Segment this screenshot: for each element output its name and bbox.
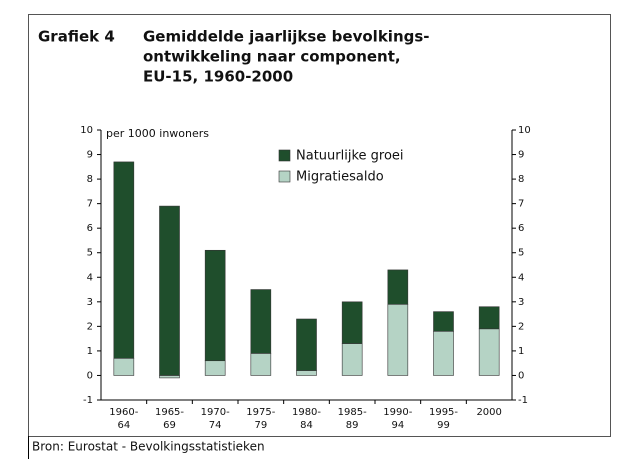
y-tick-label: 2 [87,321,93,332]
y-tick-label: 0 [87,370,93,381]
bar-segment [341,301,363,344]
y-tick-label: 1 [87,346,93,357]
bar-segment [113,161,135,359]
chart-label: Grafiek 4 [38,28,115,46]
y2-tick-label: 8 [518,174,524,185]
x-tick-label: 1965-69 [155,407,184,431]
x-tick-label: 2000 [476,407,501,418]
y-tick-label: 4 [87,272,93,283]
x-tick-label: 1985-89 [338,407,367,431]
bar-segment [433,311,454,332]
y-tick-label: 3 [87,297,93,308]
y2-tick-label: 7 [518,199,524,210]
x-tick-label: 1960-64 [109,407,138,431]
x-tick-label: 1990-94 [383,407,412,431]
bar-segment [387,303,409,376]
bar-segment [250,289,272,354]
y2-tick-label: 2 [518,321,524,332]
chart-title: ontwikkeling naar component, [143,48,401,66]
bar-segment [159,375,180,379]
y2-tick-label: 3 [518,297,524,308]
x-tick-label: 1970-74 [201,407,230,431]
frame [28,14,611,437]
y-tick-label: -1 [83,395,93,406]
bar-segment [204,360,226,376]
x-tick-label: 1975-79 [246,407,275,431]
y-tick-label: 7 [87,199,93,210]
bar-segment [296,370,317,376]
y-tick-label: 5 [87,248,93,259]
bar-segment [387,269,409,305]
bar-segment [296,318,317,371]
x-tick-label: 1995-99 [429,407,458,431]
bar-segment [204,249,226,362]
bar-segment [250,353,272,376]
chart-title: Gemiddelde jaarlijkse bevolkings- [143,28,430,46]
bar-segment [478,328,500,376]
legend-swatch [278,170,291,183]
y2-tick-label: 0 [518,370,524,381]
y2-tick-label: -1 [518,395,528,406]
bar-segment [433,330,454,376]
legend-swatch [278,149,291,162]
y-tick-label: 6 [87,223,93,234]
legend-label: Natuurlijke groei [296,149,404,164]
bar-segment [341,343,363,376]
bar-segment [478,306,500,330]
y2-tick-label: 10 [518,125,531,136]
source: Bron: Eurostat - Bevolkingsstatistieken [32,440,265,454]
bar-segment [113,357,135,376]
y2-tick-label: 6 [518,223,524,234]
chart-title: EU-15, 1960-2000 [143,68,293,86]
legend-label: Migratiesaldo [296,170,384,185]
y2-tick-label: 5 [518,248,524,259]
y2-tick-label: 9 [518,150,524,161]
y-tick-label: 10 [80,125,93,136]
y-tick-label: 8 [87,174,93,185]
bar-segment [159,205,180,376]
y-tick-label: 9 [87,150,93,161]
x-tick-label: 1980-84 [292,407,321,431]
y2-tick-label: 4 [518,272,524,283]
y-axis-label: per 1000 inwoners [106,127,209,140]
y2-tick-label: 1 [518,346,524,357]
